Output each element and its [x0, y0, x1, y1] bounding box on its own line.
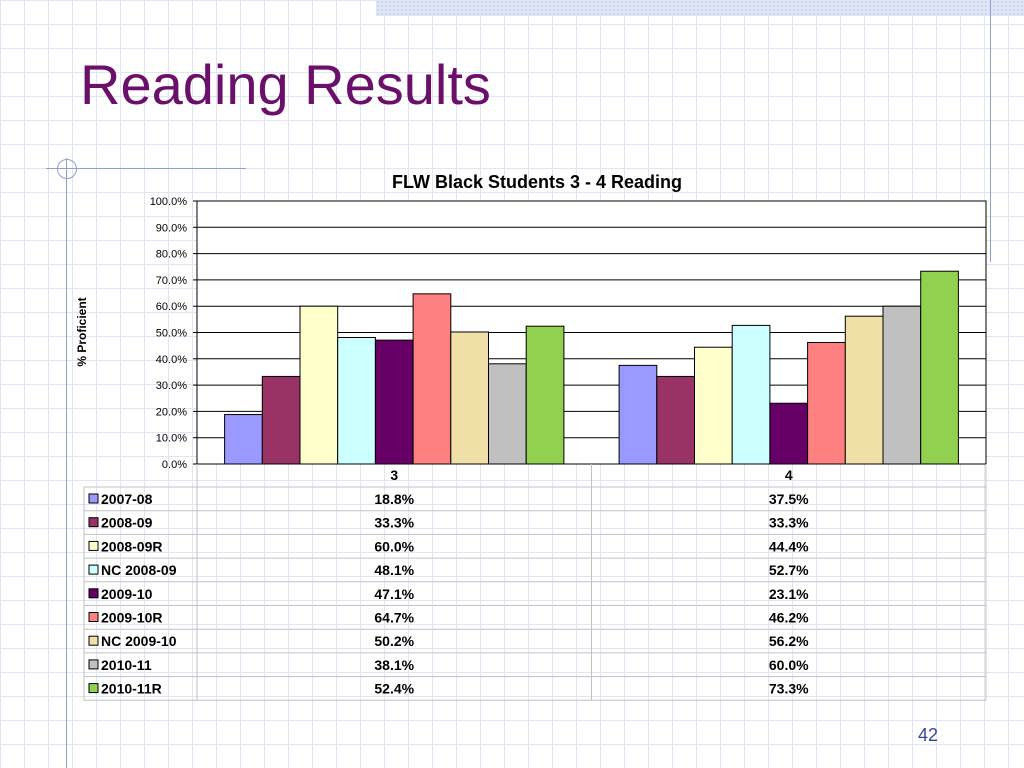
- legend-swatch: [88, 517, 99, 528]
- data-table-value: 44.4%: [769, 538, 809, 554]
- decorative-circle: [57, 159, 77, 179]
- bar: [656, 375, 695, 465]
- data-table-value: 37.5%: [769, 491, 809, 507]
- x-category-label: 3: [390, 467, 398, 483]
- legend-swatch: [88, 635, 99, 646]
- y-tick-label: 0.0%: [162, 459, 187, 471]
- data-table-value: 60.0%: [769, 657, 809, 673]
- decorative-line: [46, 168, 246, 169]
- data-table-value: 52.7%: [769, 562, 809, 578]
- legend-label: 2009-10: [101, 586, 153, 602]
- y-tick-label: 20.0%: [156, 406, 187, 418]
- bar: [412, 293, 452, 465]
- bar: [618, 364, 658, 465]
- y-tick-label: 30.0%: [156, 380, 187, 392]
- y-tick-label: 10.0%: [156, 433, 187, 445]
- data-table-value: 73.3%: [769, 681, 809, 697]
- page-number: 42: [917, 725, 938, 745]
- data-table-value: 38.1%: [374, 657, 414, 673]
- legend-label: 2008-09: [101, 515, 153, 531]
- bar: [337, 336, 376, 465]
- data-table-value: 33.3%: [769, 515, 809, 531]
- data-table-value: 48.1%: [374, 562, 414, 578]
- bar: [374, 339, 414, 465]
- legend-swatch: [88, 564, 99, 575]
- data-table-value: 18.8%: [374, 491, 414, 507]
- data-table-value: 52.4%: [374, 681, 414, 697]
- data-table-value: 56.2%: [769, 633, 809, 649]
- data-table: 3 4 2007-08 18.8% 37.5% 2008-09 33.3% 33.3% 2008…: [83, 464, 987, 701]
- slide-title: Reading Results: [80, 53, 491, 116]
- data-table-value: 47.1%: [374, 586, 414, 602]
- data-table-value: 33.3%: [374, 515, 414, 531]
- y-tick-label: 40.0%: [156, 354, 187, 366]
- decorative-line: [66, 158, 67, 768]
- plot-area: 0.0% 10.0% 20.0% 30.0% 40.0% 50.0% 60.0% 70.0% 8…: [150, 196, 987, 471]
- bar: [488, 363, 527, 465]
- decorative-top-band: [376, 0, 1024, 16]
- y-tick-label: 60.0%: [156, 301, 187, 313]
- bar: [261, 375, 301, 465]
- legend-label: NC 2008-09: [101, 562, 177, 578]
- data-table-value: 23.1%: [769, 586, 809, 602]
- legend-swatch: [88, 659, 99, 670]
- y-tick-label: 90.0%: [156, 222, 187, 234]
- legend-label: 2010-11: [101, 657, 152, 673]
- y-tick-label: 70.0%: [156, 275, 187, 287]
- legend-swatch: [88, 540, 99, 551]
- y-tick-label: 100.0%: [150, 196, 188, 208]
- y-axis-label: % Proficient: [75, 297, 89, 366]
- legend-swatch: [88, 588, 99, 599]
- decorative-line: [990, 0, 991, 262]
- bar: [920, 270, 959, 465]
- bar: [769, 402, 809, 465]
- legend-label: 2009-10R: [101, 610, 163, 626]
- y-tick-label: 80.0%: [156, 249, 187, 261]
- legend-label: 2007-08: [101, 491, 153, 507]
- bar: [882, 305, 922, 465]
- bar: [299, 305, 339, 465]
- bar: [224, 414, 263, 465]
- legend-swatch: [88, 493, 99, 504]
- legend-swatch: [88, 612, 99, 622]
- bar: [525, 325, 565, 465]
- chart-title: FLW Black Students 3 - 4 Reading: [392, 172, 682, 192]
- bar: [731, 324, 771, 465]
- bar: [694, 346, 733, 465]
- legend-label: 2010-11R: [101, 681, 162, 697]
- legend-label: 2008-09R: [101, 538, 163, 554]
- data-table-value: 46.2%: [769, 610, 809, 626]
- data-table-value: 64.7%: [374, 610, 414, 626]
- bar: [450, 331, 489, 465]
- y-tick-label: 50.0%: [156, 328, 187, 340]
- x-category-label: 4: [785, 467, 793, 483]
- bar: [807, 341, 846, 465]
- legend-swatch: [88, 683, 99, 694]
- data-table-value: 50.2%: [374, 633, 414, 649]
- legend-label: NC 2009-10: [101, 633, 177, 649]
- bar: [844, 315, 884, 465]
- data-table-value: 60.0%: [374, 538, 414, 554]
